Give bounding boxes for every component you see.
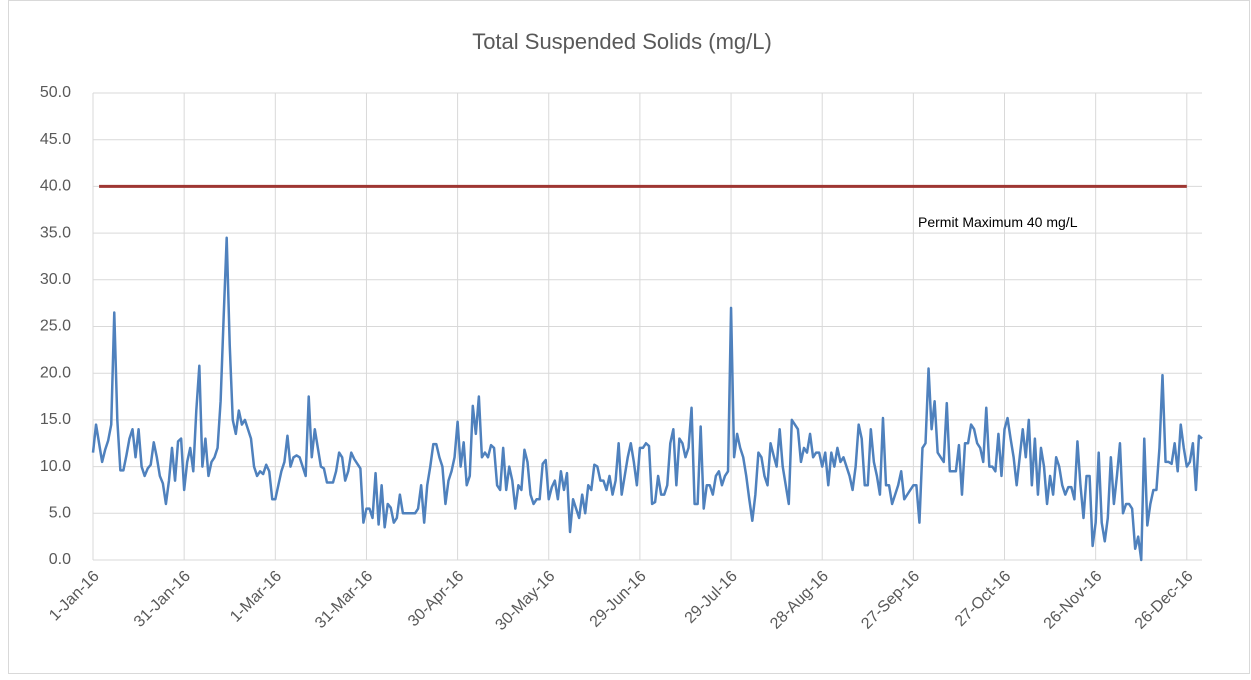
chart-title: Total Suspended Solids (mg/L) [472,29,772,54]
y-tick-label: 15.0 [40,411,71,428]
y-tick-label: 30.0 [40,271,71,288]
y-tick-label: 10.0 [40,458,71,475]
permit-label: Permit Maximum 40 mg/L [918,214,1078,230]
y-tick-label: 45.0 [40,131,71,148]
chart-frame [8,0,1250,674]
data-line [91,236,1203,562]
y-tick-label: 25.0 [40,318,71,335]
y-tick-label: 5.0 [49,505,71,522]
y-tick-label: 50.0 [40,84,71,101]
y-tick-label: 35.0 [40,224,71,241]
y-tick-label: 20.0 [40,364,71,381]
y-tick-label: 0.0 [49,551,71,568]
y-tick-label: 40.0 [40,178,71,195]
